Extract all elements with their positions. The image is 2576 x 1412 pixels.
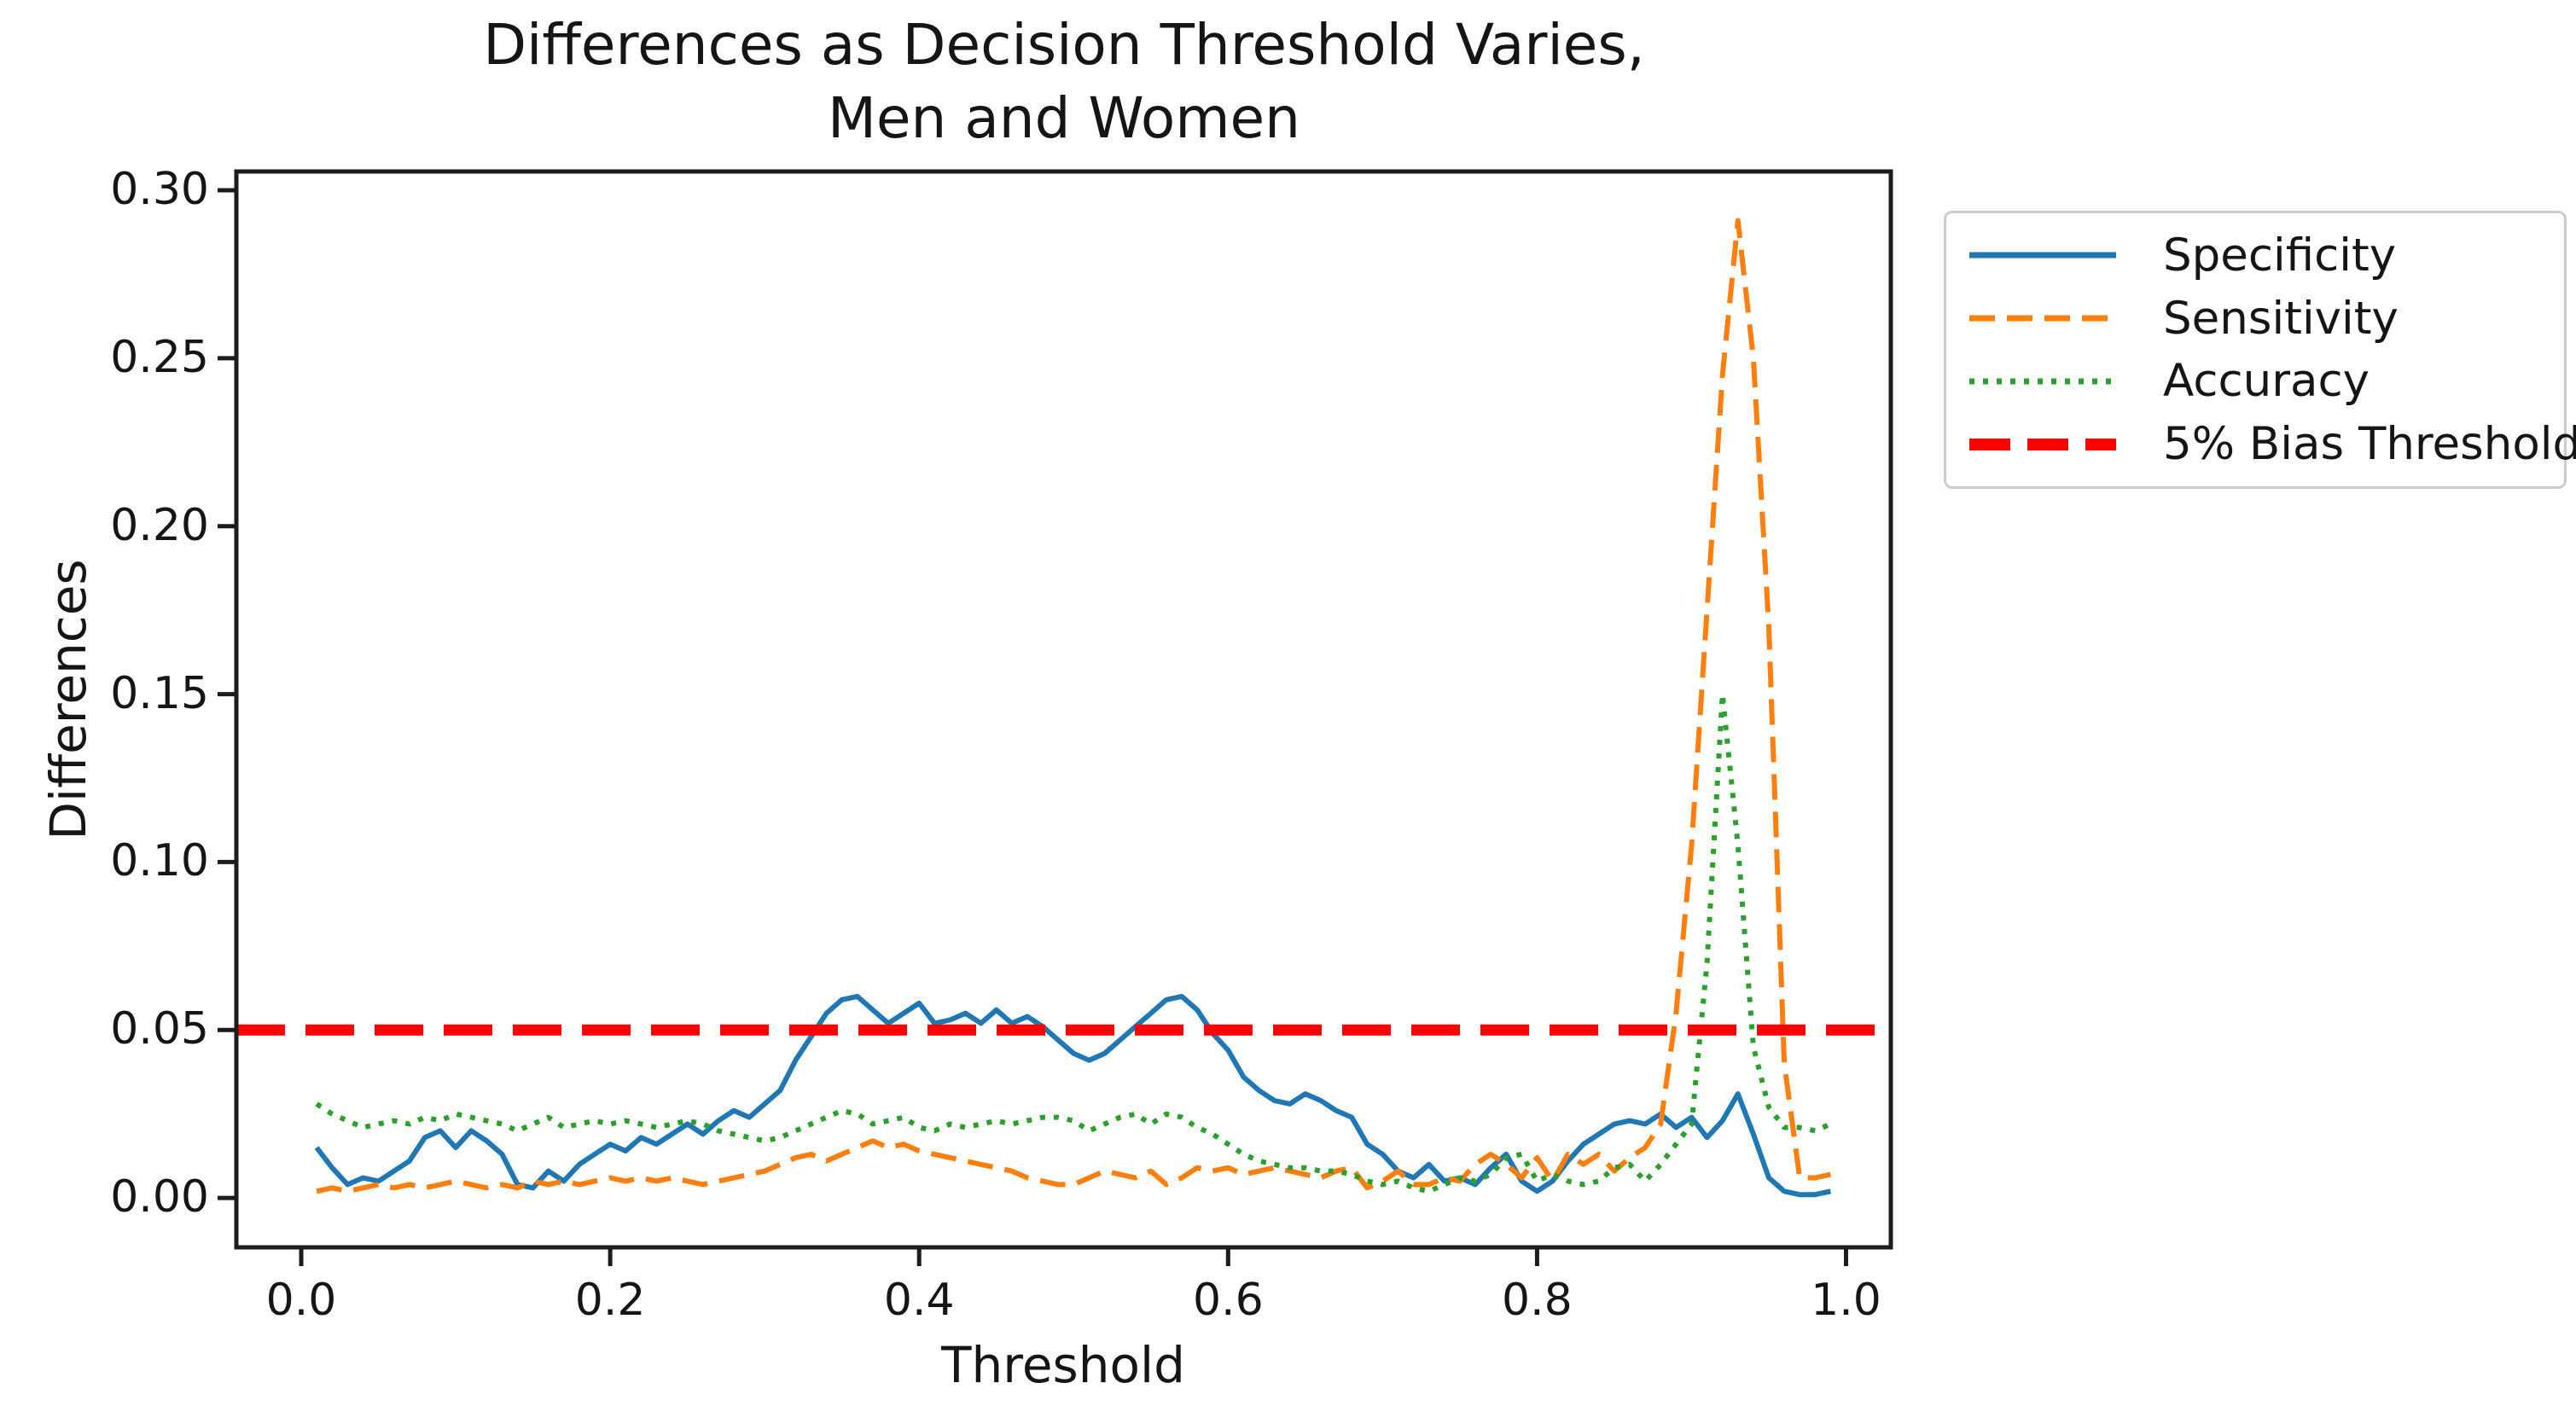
legend-item-sensitivity: Sensitivity <box>1946 293 2564 345</box>
legend-swatch-specificity-icon <box>1969 252 2116 259</box>
legend-label: 5% Bias Threshold <box>2163 418 2576 471</box>
x-tick-label: 0.0 <box>265 1275 337 1326</box>
x-tick-label: 0.4 <box>883 1275 955 1326</box>
y-tick-label: 0.05 <box>110 1003 209 1055</box>
x-axis-label: Threshold <box>941 1336 1185 1394</box>
legend-label: Specificity <box>2163 229 2397 282</box>
data-series-lines <box>314 218 1832 1198</box>
legend-item-bias-threshold: 5% Bias Threshold <box>1946 418 2576 470</box>
x-tick-label: 1.0 <box>1811 1275 1881 1326</box>
y-tick-label: 0.25 <box>110 331 209 383</box>
axes-frame <box>234 169 1893 1250</box>
y-tick-label: 0.10 <box>110 835 209 887</box>
legend-label: Accuracy <box>2163 355 2370 408</box>
axis-ticks <box>218 188 1848 1266</box>
series-line-specificity <box>314 993 1832 1198</box>
legend-item-specificity: Specificity <box>1946 230 2564 282</box>
legend-item-accuracy: Accuracy <box>1946 355 2564 407</box>
y-tick-label: 0.00 <box>110 1171 209 1223</box>
y-tick-label: 0.15 <box>110 667 209 719</box>
legend-swatch-bias-threshold-icon <box>1969 438 2116 450</box>
legend-swatch-accuracy-icon <box>1969 378 2116 385</box>
legend-label: Sensitivity <box>2163 292 2399 345</box>
x-tick-label: 0.8 <box>1502 1275 1573 1326</box>
y-tick-label: 0.30 <box>110 164 209 216</box>
x-tick-label: 0.2 <box>574 1275 646 1326</box>
legend-swatch-sensitivity-icon <box>1969 315 2116 322</box>
legend: Specificity Sensitivity Accuracy 5% Bias… <box>1944 211 2576 489</box>
x-tick-label: 0.6 <box>1192 1275 1264 1326</box>
series-line-accuracy <box>315 691 1832 1194</box>
chart-title: Differences as Decision Threshold Varies… <box>483 12 1645 151</box>
y-tick-label: 0.20 <box>110 499 209 551</box>
series-line-sensitivity <box>316 218 1832 1194</box>
